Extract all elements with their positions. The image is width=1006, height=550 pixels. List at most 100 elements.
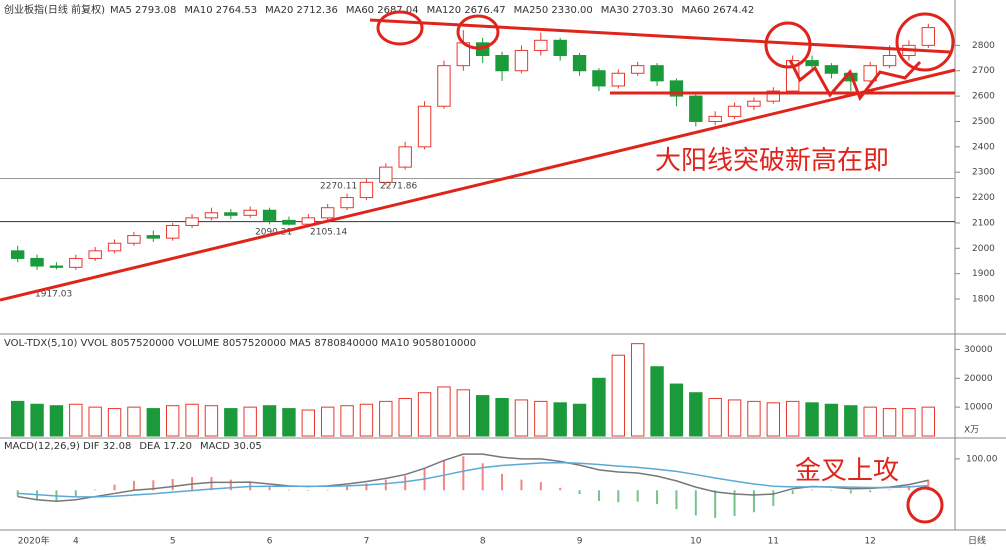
x-tick-label: 6 [267,537,273,547]
period-label: 日线 [968,535,986,547]
price-label: 2271.86 [380,182,417,192]
candle-body [30,257,44,267]
x-tick-label: 9 [577,537,583,547]
annotation: 金叉上攻 [795,456,899,486]
y-tick-label: 30000 [964,345,993,355]
circle [456,14,500,50]
volume-bar [224,408,238,437]
y-tick-label: 2000 [972,244,995,254]
candle-body [398,146,412,168]
candle-body [766,90,781,102]
candle-body [495,55,509,72]
candle-body [592,70,606,87]
volume-bar [727,399,742,437]
volume-bar [475,395,490,437]
y-tick-label: 2800 [972,41,995,51]
circle [764,21,812,69]
volume-bar [165,405,180,437]
candle-body [882,55,897,67]
candle-body [572,55,587,72]
volume-bar [127,406,141,437]
volume-bar [785,400,800,437]
candle-body [10,250,25,259]
candle-body [185,217,199,226]
volume-bar [243,406,257,437]
candle-body [553,39,567,57]
candle-body [747,100,761,107]
candle-body [630,65,645,74]
ma-legend: MA120 2676.47 [427,5,506,16]
candle-body [727,105,742,117]
hand-drawn-marks [0,10,956,524]
y-tick-label: 2200 [972,193,995,203]
volume-unit: X万 [964,426,979,436]
y-tick-label: 2100 [972,218,995,228]
x-tick-label: 8 [480,537,486,547]
volume-bar [262,405,277,437]
volume-bar [669,383,684,437]
volume-bar [650,366,664,437]
candle-body [320,207,335,219]
volume-bar [611,354,626,437]
ma-legend: MA5 2793.08 [110,5,176,16]
volume-bar [282,408,296,437]
candle-body [708,115,722,122]
y-tick-label: 20000 [964,374,993,384]
ma-legend: MA250 2330.00 [514,5,593,16]
y-tick-label: 2300 [972,168,995,178]
volume-bar [340,405,354,437]
volume-bar [630,343,645,437]
volume-bar [417,392,432,437]
volume-bar [708,397,722,437]
candle-body [417,105,432,148]
volume-bar [824,403,839,437]
candle-body [824,65,839,74]
candle-body [437,65,451,107]
trend-line [369,18,951,54]
circle [906,486,944,524]
macd-legend: MACD 30.05 [200,441,262,452]
candle-body [282,219,296,225]
volume-bar [456,389,471,437]
volume-bar [398,397,412,437]
volume-bar [553,402,567,437]
y-tick-label: 2400 [972,142,995,152]
volume-bar [69,403,83,437]
volume-bar [766,402,781,437]
volume-bar [320,406,335,437]
volume-bar [882,408,897,437]
volume-bar [30,403,44,437]
ma-legend: MA20 2712.36 [265,5,338,16]
price-label: 2105.14 [310,228,347,238]
ma-legend: MA60 2687.04 [346,5,419,16]
price-label: 2090.21 [255,228,292,238]
arrow-path [788,59,922,102]
ma-legend: MA10 2764.53 [184,5,257,16]
candle-body [224,212,238,216]
y-tick-label: 2600 [972,92,995,102]
trend-line [0,68,956,302]
candle-body [689,95,703,122]
volume-bar [921,406,936,437]
price-label: 2270.11 [320,182,357,192]
ma-legend: MA30 2703.30 [601,5,674,16]
volume-bar [146,408,161,437]
candle-body [805,60,819,67]
candle-body [301,217,316,225]
volume-bar [437,386,451,437]
volume-bar [107,408,122,437]
candle-body [921,27,936,46]
volume-bar [49,405,64,437]
volume-bar [359,403,374,437]
candle-body [340,197,354,209]
y-tick-label: 1800 [972,295,995,305]
x-tick-label: 11 [768,537,779,547]
y-tick-label: 1900 [972,269,995,279]
annotation: 大阳线突破新高在即 [655,146,889,176]
candle-body [359,181,374,199]
candle-body [49,265,64,268]
volume-bar [572,403,587,437]
x-tick-label: 10 [690,537,702,547]
volume-bar [592,377,606,437]
